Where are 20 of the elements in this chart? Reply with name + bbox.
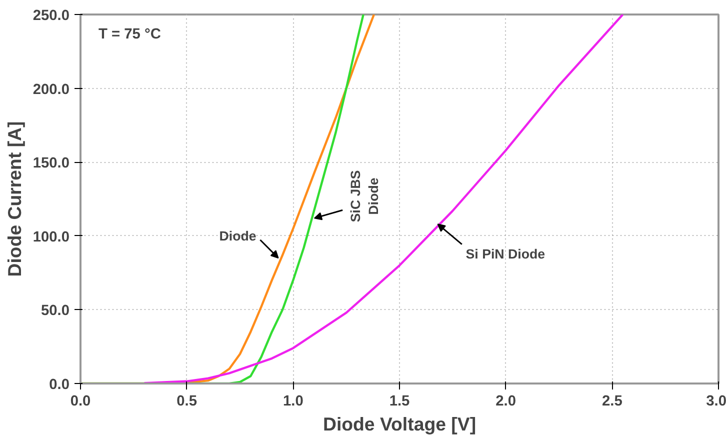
annotation: T = 75 °C (98, 26, 162, 42)
x-tick-label: 2.5 (602, 394, 622, 410)
y-tick-label: 150.0 (32, 156, 70, 172)
y-tick-label: 200.0 (32, 82, 70, 98)
y-tick-label: 250.0 (32, 8, 70, 24)
x-tick-label: 0.5 (176, 394, 198, 410)
x-tick-label: 2.0 (496, 394, 516, 410)
x-axis-title: Diode Voltage [V] (322, 414, 476, 434)
y-tick-label: 100.0 (32, 229, 70, 246)
x-tick-label: 0.0 (70, 394, 91, 410)
x-tick-label: 1.0 (282, 394, 304, 410)
x-tick-label: 1.5 (389, 394, 410, 410)
y-axis-title: Diode Current [A] (4, 121, 25, 277)
line-series (143, 14, 624, 384)
annotation: Diode (219, 228, 256, 244)
annotation: SiC JBS Diode (348, 170, 381, 222)
annotation: Si PiN Diode (466, 246, 546, 262)
y-tick-label: 0.0 (49, 377, 70, 393)
y-tick-label: 50.0 (40, 303, 70, 320)
x-tick-label: 3.0 (706, 394, 726, 410)
